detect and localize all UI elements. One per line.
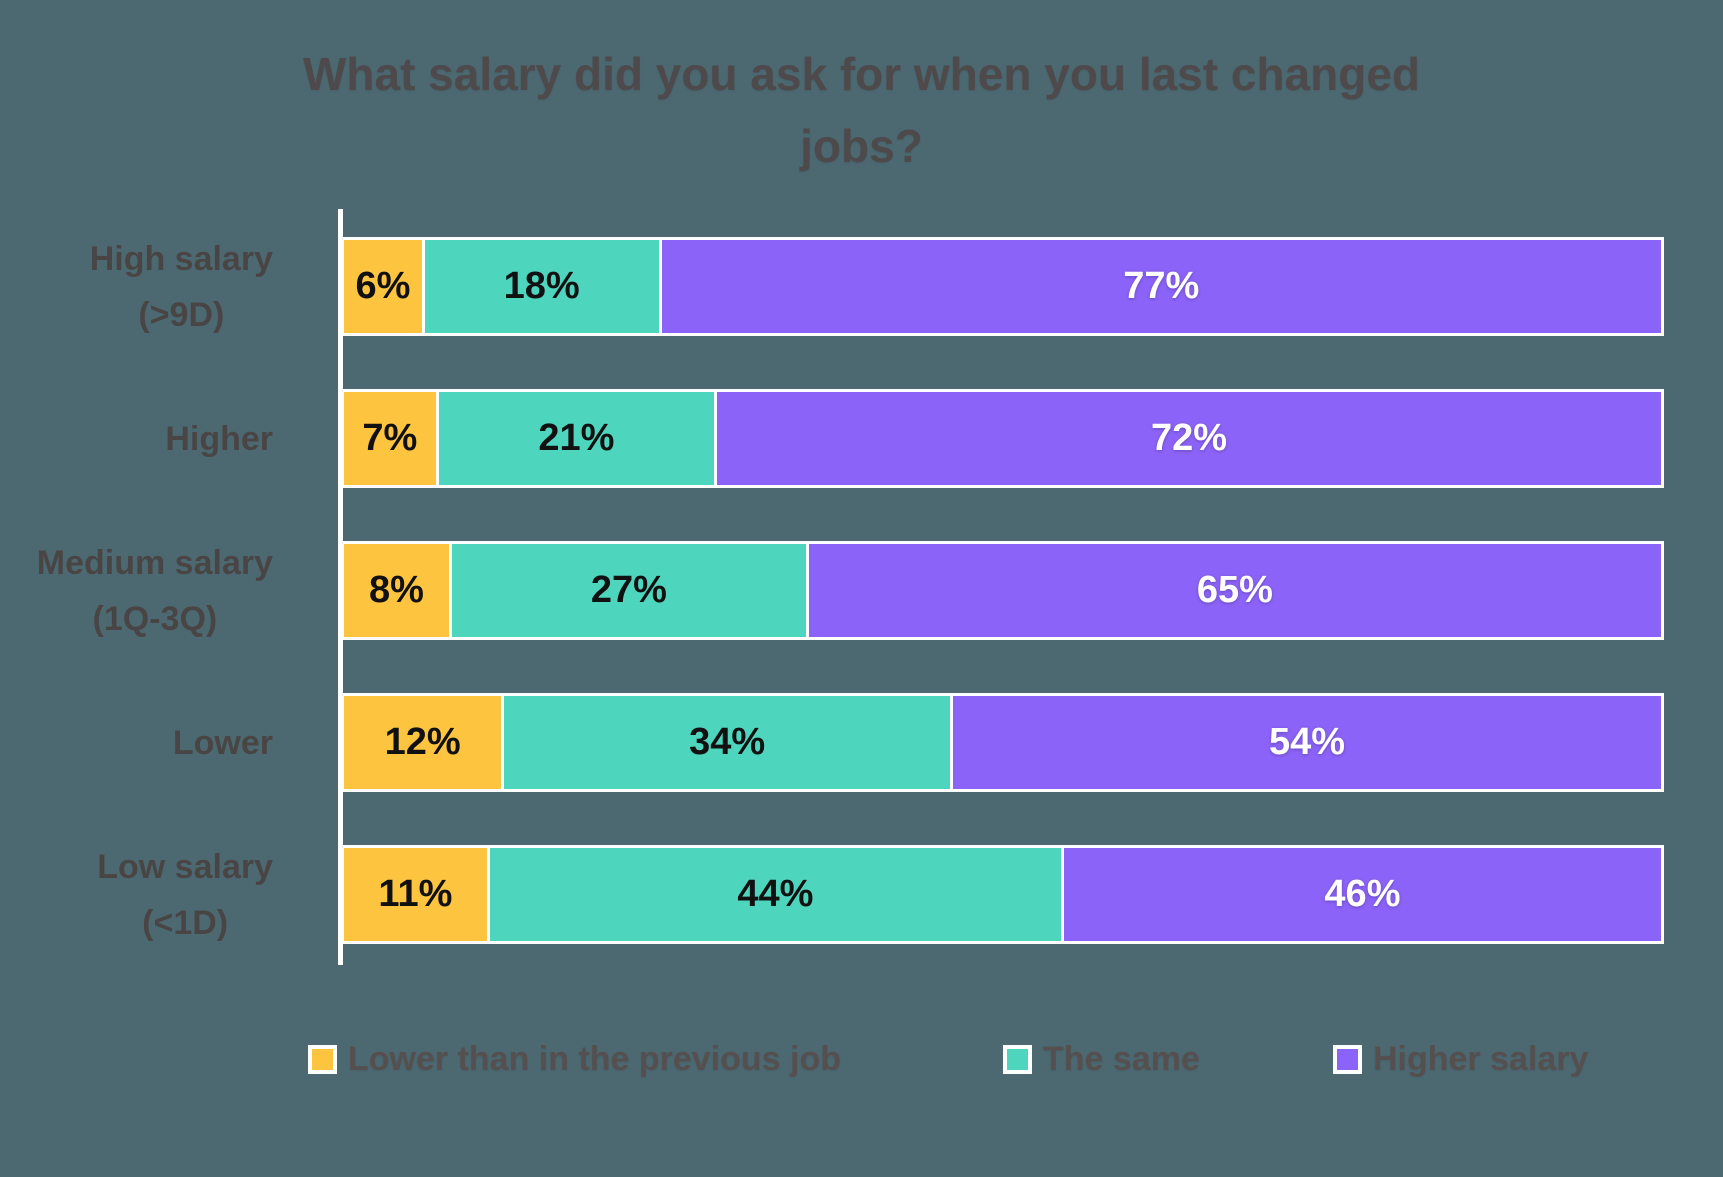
category-label: High salary (>9D) <box>89 239 273 334</box>
chart-title-line-2: jobs? <box>800 120 923 172</box>
segment-lower-than-previous-job: 8% <box>344 544 449 637</box>
value-label: 18% <box>503 265 580 307</box>
y-axis-line <box>338 209 343 965</box>
segment-higher-salary: 77% <box>661 240 1661 333</box>
category-label-cell: Medium salary (1Q-3Q) <box>0 541 341 640</box>
value-label: 27% <box>590 569 667 611</box>
chart-title: What salary did you ask for when you las… <box>0 38 1723 182</box>
segment-the-same: 18% <box>424 240 659 333</box>
bar-row: High salary (>9D) 6% 18% 77% <box>0 237 1723 336</box>
segment-the-same: 34% <box>504 696 951 789</box>
segment-lower-than-previous-job: 11% <box>344 848 487 941</box>
stacked-bar: 6% 18% 77% <box>341 237 1664 336</box>
category-label: Low salary (<1D) <box>97 847 273 942</box>
value-label: 7% <box>362 417 418 459</box>
segment-the-same: 21% <box>438 392 715 485</box>
segment-higher-salary: 72% <box>717 392 1661 485</box>
segment-the-same: 27% <box>451 544 806 637</box>
value-label: 12% <box>384 721 461 763</box>
category-label: Higher <box>165 419 273 458</box>
category-label: Medium salary (1Q-3Q) <box>36 543 273 638</box>
value-label: 11% <box>378 873 453 915</box>
value-label: 46% <box>1324 873 1401 915</box>
value-label: 44% <box>737 873 814 915</box>
legend-label: Lower than in the previous job <box>348 1040 842 1078</box>
segment-the-same: 44% <box>489 848 1061 941</box>
value-label: 34% <box>689 721 766 763</box>
stacked-bar: 12% 34% 54% <box>341 693 1664 792</box>
legend-swatch-icon <box>1333 1044 1362 1074</box>
value-label: 54% <box>1268 721 1346 763</box>
chart-title-line-1: What salary did you ask for when you las… <box>302 48 1421 100</box>
legend-item: Lower than in the previous job <box>308 1042 841 1076</box>
segment-lower-than-previous-job: 7% <box>344 392 436 485</box>
legend-label: Higher salary <box>1373 1040 1589 1078</box>
chart-legend: Lower than in the previous job The same Hi… <box>0 1042 1723 1082</box>
value-label: 77% <box>1123 265 1200 307</box>
stacked-bar: 8% 27% 65% <box>341 541 1664 640</box>
value-label: 72% <box>1151 417 1228 459</box>
category-label-cell: Low salary (<1D) <box>0 845 341 944</box>
category-label-cell: Lower <box>0 693 341 792</box>
bar-row: Low salary (<1D) 11% 44% 46% <box>0 845 1723 944</box>
segment-higher-salary: 46% <box>1063 848 1661 941</box>
value-label: 6% <box>355 265 411 307</box>
legend-item: The same <box>1003 1042 1200 1076</box>
stacked-bar: 11% 44% 46% <box>341 845 1664 944</box>
legend-swatch-icon <box>308 1044 337 1074</box>
segment-higher-salary: 65% <box>808 544 1661 637</box>
value-label: 21% <box>538 417 615 459</box>
bar-row: Medium salary (1Q-3Q) 8% 27% 65% <box>0 541 1723 640</box>
segment-higher-salary: 54% <box>953 696 1661 789</box>
category-label: Lower <box>172 723 273 762</box>
category-label-cell: High salary (>9D) <box>0 237 341 336</box>
segment-lower-than-previous-job: 12% <box>344 696 502 789</box>
value-label: 8% <box>368 569 424 611</box>
category-label-cell: Higher <box>0 389 341 488</box>
stacked-bar: 7% 21% 72% <box>341 389 1664 488</box>
legend-label: The same <box>1043 1040 1200 1078</box>
legend-swatch-icon <box>1003 1044 1032 1074</box>
bar-row: Higher 7% 21% 72% <box>0 389 1723 488</box>
legend-item: Higher salary <box>1333 1042 1588 1076</box>
value-label: 65% <box>1196 569 1273 611</box>
bar-chart-plot-area: High salary (>9D) 6% 18% 77% Higher 7% 21% 72% M… <box>0 237 1723 997</box>
segment-lower-than-previous-job: 6% <box>344 240 422 333</box>
bar-row: Lower 12% 34% 54% <box>0 693 1723 792</box>
